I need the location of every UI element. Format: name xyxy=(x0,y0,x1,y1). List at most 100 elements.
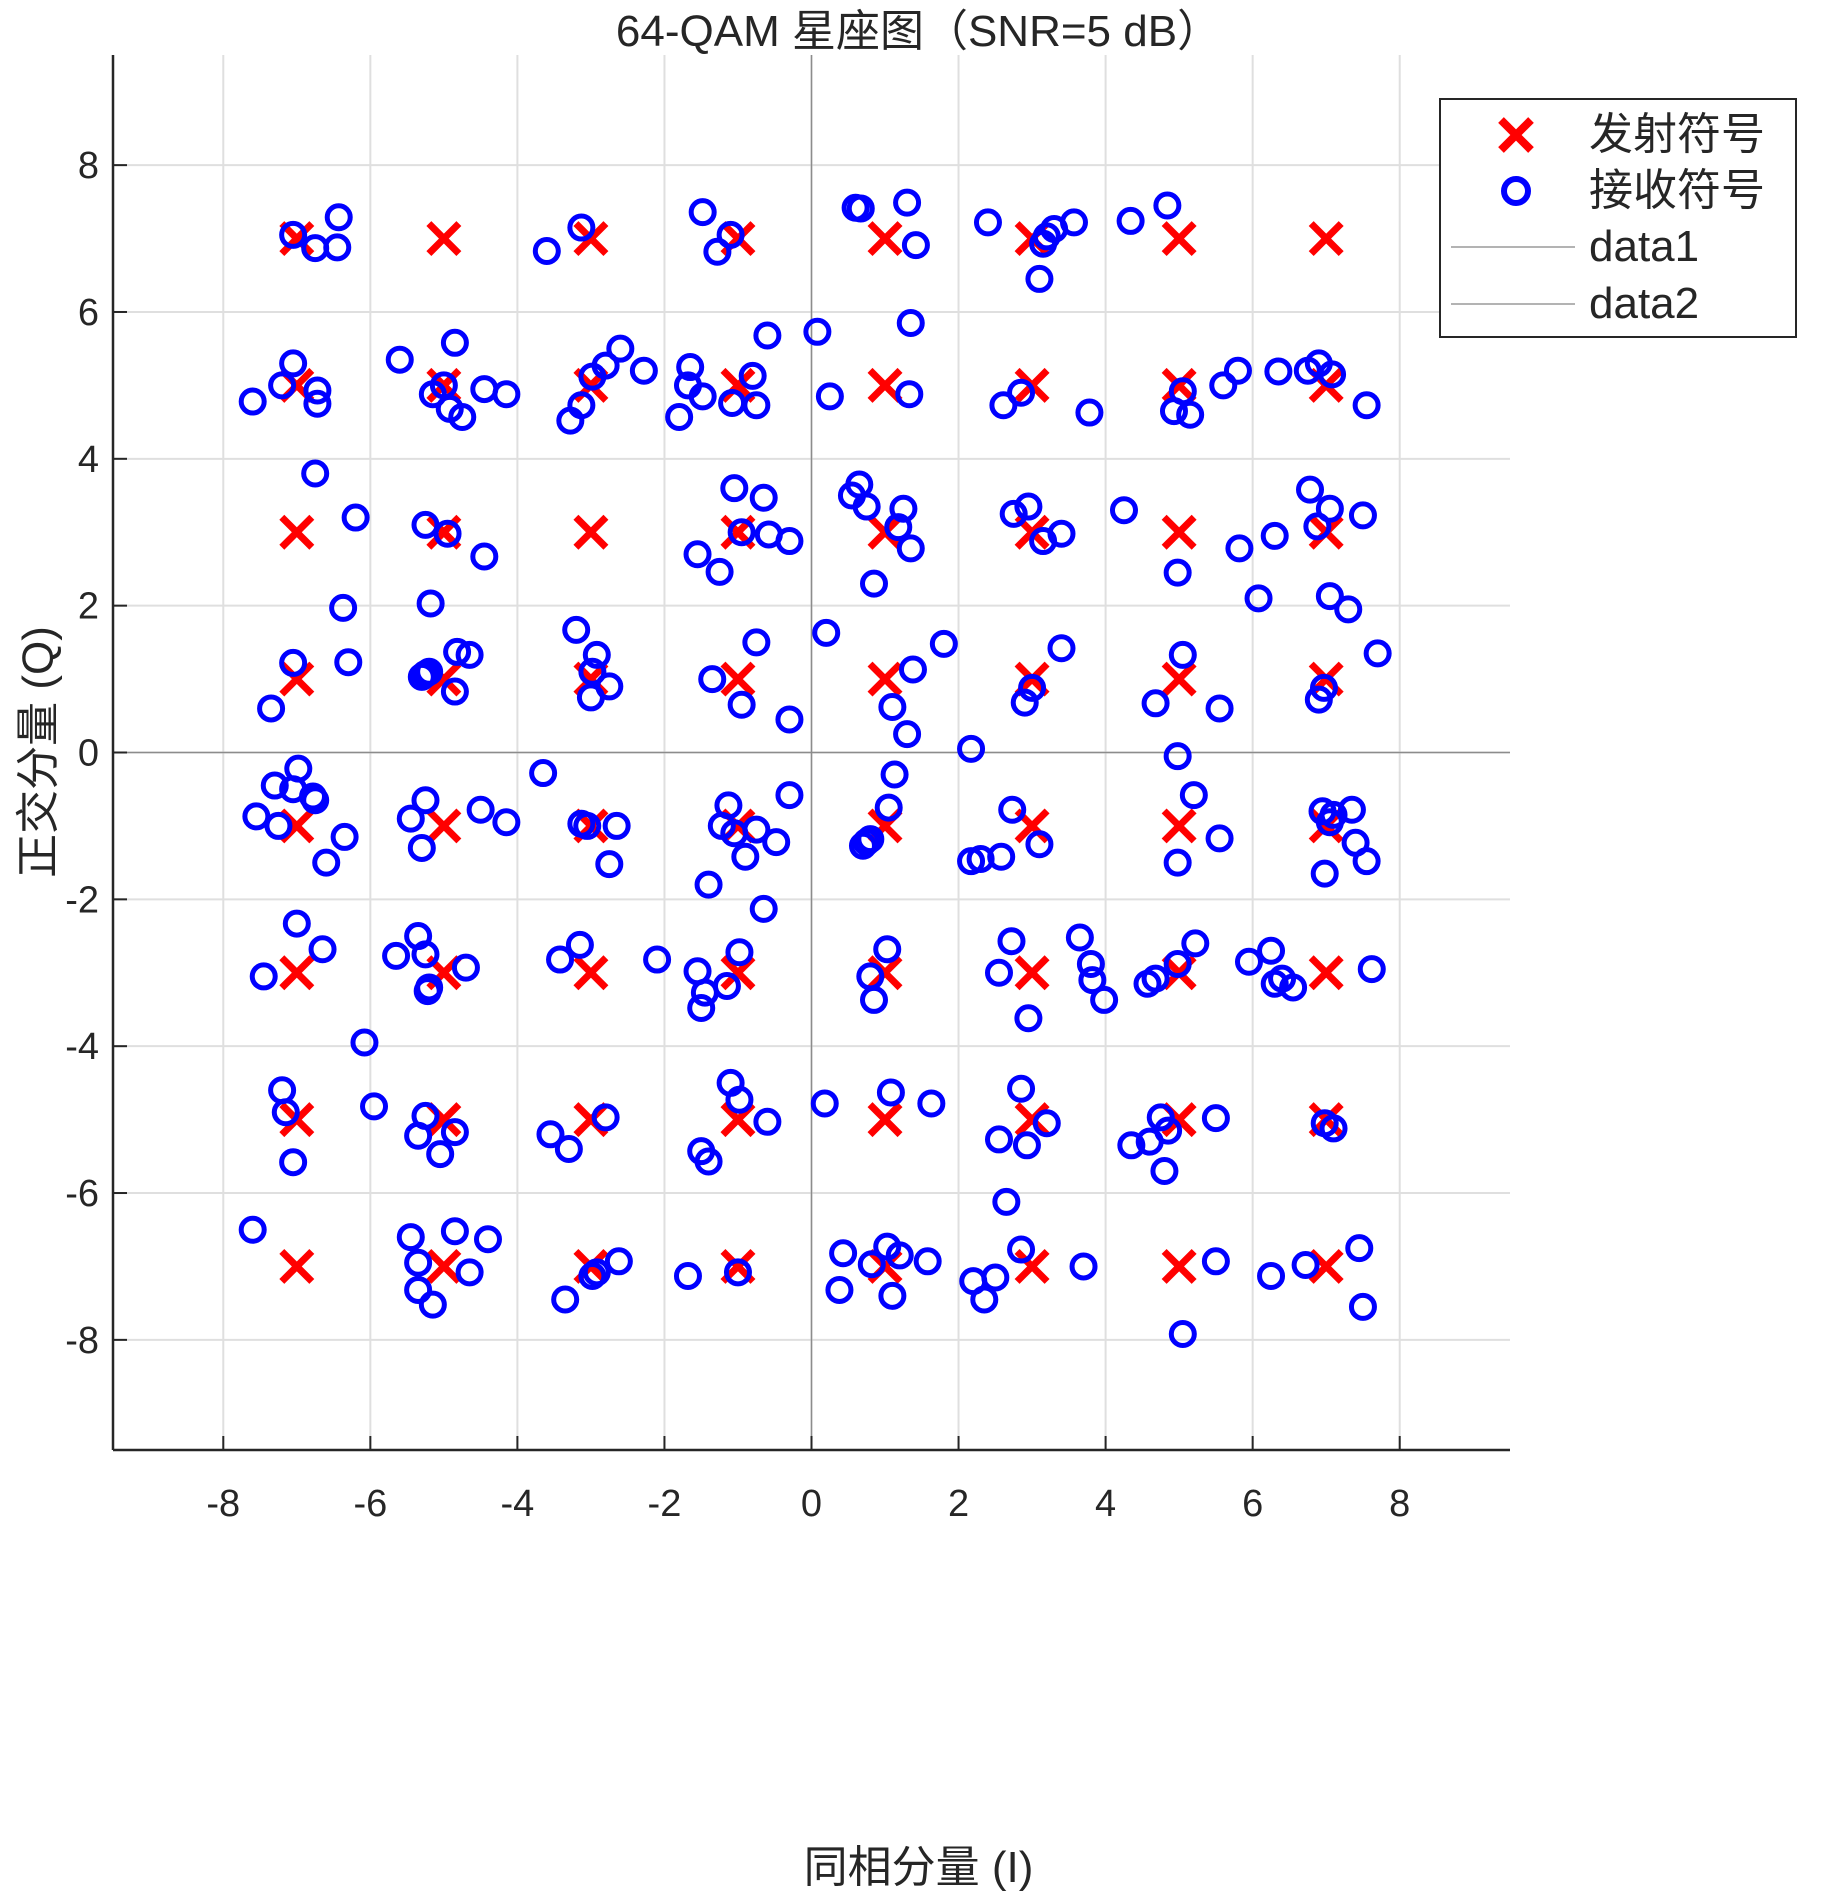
received-symbol xyxy=(1069,1252,1098,1281)
received-symbol xyxy=(852,492,881,521)
received-symbol xyxy=(1315,582,1344,611)
received-symbol xyxy=(1201,1247,1230,1276)
received-symbol xyxy=(725,938,754,967)
received-symbol xyxy=(694,870,723,899)
received-symbol xyxy=(981,1263,1010,1292)
transmitted-symbol xyxy=(1161,661,1197,697)
x-tick-label: -4 xyxy=(500,1483,534,1525)
received-symbol xyxy=(1319,800,1348,829)
received-symbol xyxy=(880,760,909,789)
received-symbol xyxy=(1141,689,1170,718)
received-symbol xyxy=(825,1275,854,1304)
received-symbol xyxy=(984,958,1013,987)
y-tick-label: -2 xyxy=(65,879,99,921)
received-symbol xyxy=(1012,1131,1041,1160)
received-symbol xyxy=(1025,264,1054,293)
received-symbol xyxy=(301,459,330,488)
received-symbol xyxy=(885,1241,914,1270)
received-symbol xyxy=(957,734,986,763)
received-symbol xyxy=(470,542,499,571)
received-symbol xyxy=(455,640,484,669)
transmitted-symbol xyxy=(1308,221,1344,257)
x-marker-icon xyxy=(1498,117,1534,153)
y-tick-label: -8 xyxy=(65,1320,99,1362)
received-symbol xyxy=(720,474,749,503)
received-symbol xyxy=(1150,1157,1179,1185)
received-symbol xyxy=(895,380,924,409)
received-symbol xyxy=(723,1258,752,1287)
received-symbol xyxy=(411,786,440,815)
received-symbol xyxy=(973,208,1002,237)
received-symbol xyxy=(716,220,745,249)
received-symbol xyxy=(238,1215,267,1244)
received-symbol xyxy=(1363,639,1392,668)
received-symbol xyxy=(1014,492,1043,521)
received-symbol xyxy=(551,1285,580,1314)
received-symbol xyxy=(268,1076,297,1105)
received-symbol xyxy=(323,233,352,262)
received-symbol xyxy=(1109,496,1138,525)
received-symbol xyxy=(1176,400,1205,429)
received-symbol xyxy=(532,237,561,266)
received-symbol xyxy=(312,848,341,877)
received-symbol xyxy=(350,1028,379,1057)
received-symbol xyxy=(1076,949,1105,978)
x-tick-label: 0 xyxy=(801,1483,822,1525)
line-marker-icon xyxy=(1451,246,1575,248)
received-symbol xyxy=(874,793,903,822)
received-symbol xyxy=(443,637,472,666)
received-symbol xyxy=(1007,1074,1036,1103)
received-symbol xyxy=(873,935,902,964)
received-symbol xyxy=(857,1250,886,1279)
received-symbol xyxy=(1309,673,1338,702)
zero-lines xyxy=(113,55,1510,1450)
received-symbol xyxy=(896,534,925,563)
received-symbol xyxy=(1315,494,1344,523)
received-symbol xyxy=(396,804,425,833)
legend-item-data1: data1 xyxy=(1441,218,1795,276)
received-symbol xyxy=(893,188,922,217)
transmitted-symbol xyxy=(1014,1248,1050,1284)
received-symbol xyxy=(282,909,311,938)
transmitted-symbols xyxy=(279,221,1344,1284)
received-symbol xyxy=(753,1107,782,1136)
transmitted-symbol xyxy=(867,1102,903,1138)
received-symbol xyxy=(1257,1261,1286,1290)
received-symbol xyxy=(742,628,771,657)
received-symbol xyxy=(573,811,602,840)
received-symbol xyxy=(567,213,596,242)
received-symbol xyxy=(604,1247,633,1276)
received-symbol xyxy=(1047,519,1076,548)
received-symbol xyxy=(643,945,672,974)
received-symbol xyxy=(303,389,332,418)
received-symbol xyxy=(455,1258,484,1287)
received-symbol xyxy=(578,1261,607,1290)
received-symbol xyxy=(1153,191,1182,220)
received-symbol xyxy=(1141,964,1170,993)
received-symbol xyxy=(856,825,885,854)
transmitted-symbol xyxy=(1014,1102,1050,1138)
received-symbol xyxy=(1260,521,1289,550)
received-symbol xyxy=(1014,1004,1043,1033)
received-symbol xyxy=(249,962,278,991)
received-symbol xyxy=(1352,847,1381,876)
received-symbol xyxy=(1348,1292,1377,1321)
transmitted-symbol xyxy=(279,1248,315,1284)
received-symbol xyxy=(416,589,445,618)
transmitted-symbol xyxy=(426,1248,462,1284)
received-symbol xyxy=(440,1118,469,1147)
received-symbol xyxy=(929,629,958,658)
received-symbol xyxy=(279,220,308,249)
received-symbol xyxy=(440,328,469,357)
received-symbol xyxy=(466,795,495,824)
received-symbol xyxy=(998,795,1027,824)
legend[interactable]: 发射符号 接收符号 data1 data2 xyxy=(1439,98,1797,338)
y-tick-label: 6 xyxy=(78,292,99,334)
received-symbol xyxy=(1264,357,1293,386)
transmitted-symbol xyxy=(279,955,315,991)
received-symbol xyxy=(1065,923,1094,952)
received-symbol xyxy=(1154,1116,1183,1145)
axes xyxy=(111,55,1510,1452)
x-tick-label: 6 xyxy=(1242,1483,1263,1525)
